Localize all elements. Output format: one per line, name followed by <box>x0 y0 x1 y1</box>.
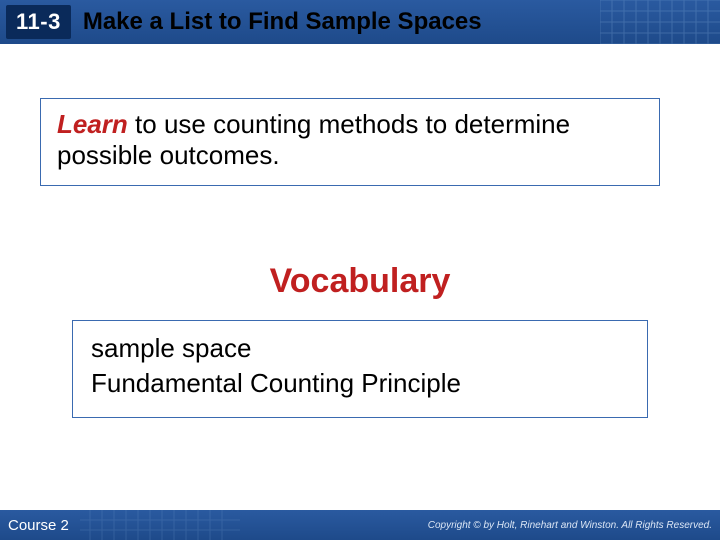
learn-text: to use counting methods to determine pos… <box>57 109 570 170</box>
learn-box: Learn to use counting methods to determi… <box>40 98 660 186</box>
footer-grid-decoration <box>80 510 240 540</box>
learn-label: Learn <box>57 109 128 139</box>
vocab-item: Fundamental Counting Principle <box>91 366 629 401</box>
copyright-text: Copyright © by Holt, Rinehart and Winsto… <box>428 520 712 531</box>
page-title: Make a List to Find Sample Spaces <box>83 8 482 36</box>
course-label: Course 2 <box>8 517 69 534</box>
vocab-item: sample space <box>91 331 629 366</box>
header-bar: 11-3 Make a List to Find Sample Spaces <box>0 0 720 44</box>
footer-bar: Course 2 Copyright © by Holt, Rinehart a… <box>0 510 720 540</box>
header-grid-decoration <box>600 0 720 44</box>
vocabulary-box: sample space Fundamental Counting Princi… <box>72 320 648 418</box>
section-number-badge: 11-3 <box>6 5 71 39</box>
vocabulary-heading: Vocabulary <box>0 262 720 301</box>
